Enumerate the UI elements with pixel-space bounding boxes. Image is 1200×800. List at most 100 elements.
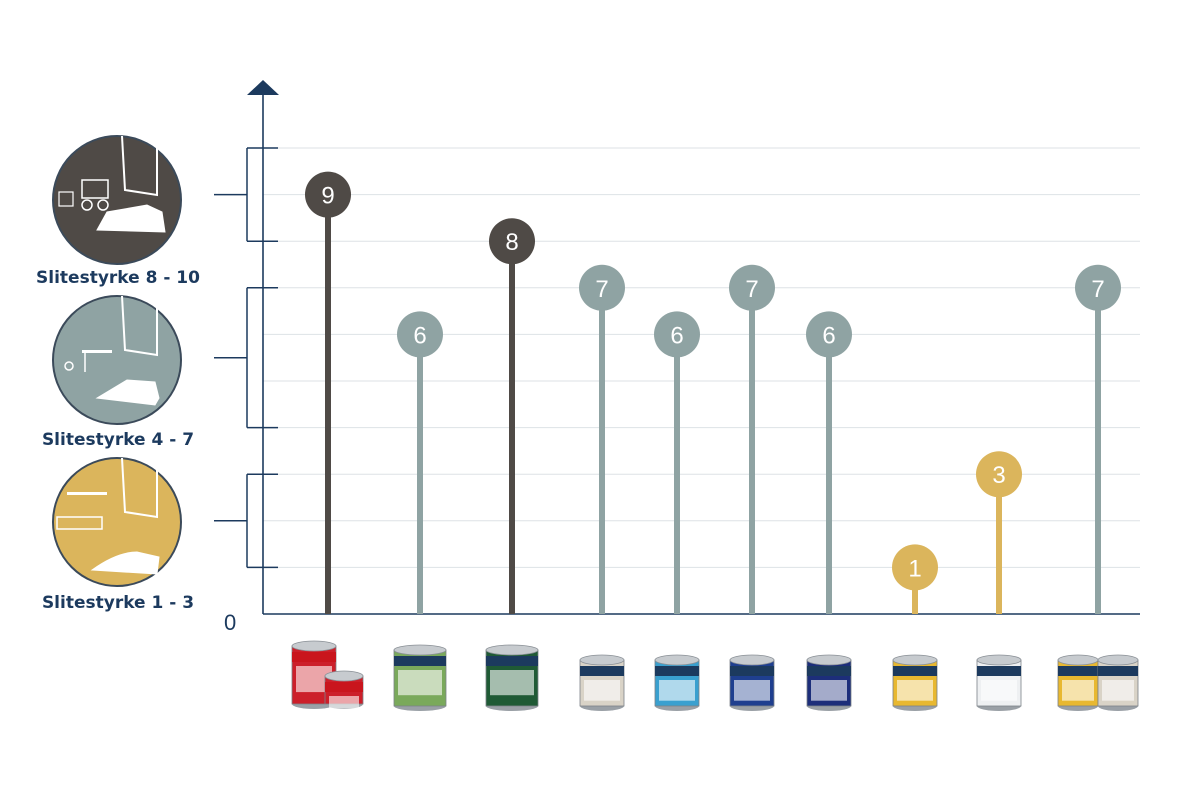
can-band: [807, 666, 851, 676]
chair: [64, 361, 74, 371]
lollipop-value-label: 9: [321, 183, 334, 210]
lollipop-1: 9: [305, 171, 351, 614]
lollipop-value-label: 7: [595, 276, 608, 303]
can-lid: [654, 654, 700, 666]
lollipop-value-label: 6: [822, 322, 835, 349]
paint-can: [729, 654, 775, 711]
can-band: [325, 682, 363, 692]
can-label: [897, 680, 933, 701]
tier-label-medium: Slitestyrke 4 - 7: [41, 430, 195, 450]
grid-lines: [263, 147, 1140, 568]
lollipop-head: [729, 264, 775, 311]
paint-can: [892, 654, 938, 711]
lollipop-head: [892, 544, 938, 591]
can-lid: [1057, 654, 1099, 666]
paint-can: [654, 654, 700, 711]
product-10: [1057, 654, 1139, 711]
desk-top: [82, 350, 112, 353]
lollipop-head: [1075, 264, 1121, 311]
tier-icon-bedroom-bare-foot-icon: [52, 457, 182, 587]
tier-icon-office-desk-high-heel-icon: [52, 295, 182, 425]
can-band: [580, 666, 624, 676]
paint-can: [579, 654, 625, 711]
forklift-wheel: [81, 199, 93, 211]
can-lid: [1097, 654, 1139, 666]
can-label: [1102, 680, 1134, 701]
can-lid: [729, 654, 775, 666]
can-label: [490, 670, 534, 696]
can-label: [811, 680, 847, 701]
lollipop-head: [489, 218, 535, 265]
can-label: [584, 680, 620, 701]
tier-bracket: [214, 287, 278, 429]
product-8: [892, 654, 938, 711]
tier-label-high: Slitestyrke 8 - 10: [36, 268, 200, 288]
can-lid: [579, 654, 625, 666]
tier-icon-forklift-warehouse-work-shoe-icon: [52, 135, 182, 265]
product-7: [806, 654, 852, 711]
lollipop-head: [976, 451, 1022, 498]
lollipop-head: [397, 311, 443, 358]
lollipop-head: [806, 311, 852, 358]
product-9: [976, 654, 1022, 711]
high-heel-shoe: [95, 379, 160, 406]
forklift-body: [81, 179, 109, 199]
lollipop-7: 6: [806, 311, 852, 614]
paint-can: [324, 670, 364, 709]
tier-icon-circle: [52, 135, 182, 265]
lollipop-10: 7: [1075, 264, 1121, 614]
leg-outline: [121, 135, 158, 197]
paint-can: [1097, 654, 1139, 711]
can-lid: [976, 654, 1022, 666]
axes: [247, 80, 1140, 615]
product-3: [485, 644, 539, 711]
can-band: [730, 666, 774, 676]
can-lid: [324, 670, 364, 682]
lollipop-8: 1: [892, 544, 938, 614]
lollipop-5: 6: [654, 311, 700, 614]
crate: [58, 191, 74, 207]
lollipop-4: 7: [579, 264, 625, 614]
product-5: [654, 654, 700, 711]
can-lid: [291, 640, 337, 652]
lollipop-value-label: 3: [992, 462, 1005, 489]
lollipop-3: 8: [489, 218, 535, 614]
lollipop-value-label: 7: [745, 276, 758, 303]
lollipop-stems: 9 6 8 7 6 7 6 1 3 7: [305, 171, 1121, 614]
lollipop-value-label: 1: [908, 555, 921, 582]
leg-outline: [121, 295, 158, 357]
product-4: [579, 654, 625, 711]
lollipop-value-label: 6: [413, 322, 426, 349]
product-1: [291, 640, 364, 709]
tier-icons: [52, 135, 182, 587]
tier-bracket: [214, 473, 278, 569]
lollipop-value-label: 8: [505, 229, 518, 256]
bare-foot: [90, 551, 160, 575]
lollipop-6: 7: [729, 264, 775, 614]
lollipop-value-label: 6: [670, 322, 683, 349]
can-label: [734, 680, 770, 701]
lollipop-head: [579, 264, 625, 311]
paint-can: [393, 644, 447, 711]
tier-icon-circle: [52, 295, 182, 425]
tier-icon-circle: [52, 457, 182, 587]
can-label: [398, 670, 442, 696]
lollipop-value-label: 7: [1091, 276, 1104, 303]
lollipop-9: 3: [976, 451, 1022, 614]
y-axis-arrow: [247, 80, 279, 95]
can-band: [655, 666, 699, 676]
bed: [56, 516, 103, 530]
lollipop-head: [654, 311, 700, 358]
can-band: [1098, 666, 1138, 676]
leg-outline: [121, 457, 158, 519]
can-band: [977, 666, 1021, 676]
can-lid: [393, 644, 447, 656]
can-label: [981, 680, 1017, 701]
tier-brackets: [214, 147, 278, 569]
tier-bracket: [214, 147, 278, 242]
paint-can: [1057, 654, 1099, 711]
lollipop-2: 6: [397, 311, 443, 614]
can-band: [486, 656, 538, 666]
product-cans: [291, 640, 1139, 711]
